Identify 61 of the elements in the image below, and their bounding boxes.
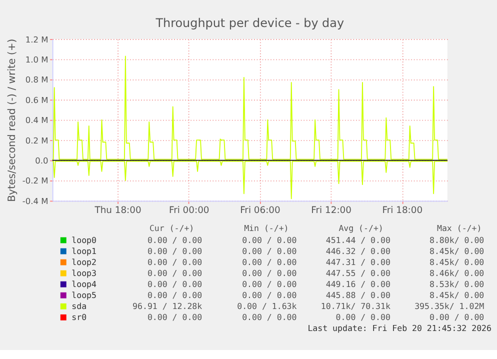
text: 445.88 / 0.00 [326,290,390,300]
text: 0.00 / 0.00 [242,312,297,322]
y-tick-label: 0.0 [35,156,48,166]
text: 8.80k/ 0.00 [430,234,484,245]
x-tick-label: Fri 00:00 [168,205,210,216]
text: 447.31 / 0.00 [326,257,390,268]
text: 0.00 / 0.00 [147,279,202,290]
text: Min (-/+) [244,223,289,234]
text: 8.45k/ 0.00 [430,290,484,300]
text: 395.35k/ 1.02M [414,301,484,312]
text: 0.00 / 0.00 [242,234,297,245]
y-tick-label: 0.4 M [25,115,48,126]
text: 8.45k/ 0.00 [430,246,484,256]
text: Cur (-/+) [149,223,194,234]
text: 0.00 / 0.00 [242,257,297,268]
y-tick-label: 1.0 M [25,54,48,64]
text: 0.00 / 0.00 [242,279,297,290]
x-tick-label: Fri 06:00 [240,205,281,216]
text: 0.00 / 0.00 [336,312,390,322]
text: Avg (-/+) [338,223,384,234]
y-tick-label: -0.4 M [22,196,48,206]
text: 0.00 / 0.00 [242,268,297,278]
text: 0.00 / 0.00 [147,257,202,268]
text: 446.32 / 0.00 [326,246,390,256]
text: 96.91 / 12.28k [132,301,202,312]
text: Last update: Fri Feb 20 21:45:32 2026 [308,323,492,334]
legend-label: loop2 [72,257,97,268]
text: 0.00 / 0.00 [147,234,202,245]
text: 451.44 / 0.00 [326,234,390,245]
legend-label: loop4 [72,279,97,290]
y-tick-label: -0.2 M [22,176,48,186]
text: 0.00 / 0.00 [147,290,202,300]
y-axis-title: Bytes/second read (-) / write (+) [6,38,18,202]
text: 0.00 / 0.00 [430,312,484,322]
text: Max (-/+) [436,223,482,234]
x-tick-label: Thu 18:00 [94,205,142,216]
y-tick-label: 0.2 M [25,135,48,146]
chart-title: Throughput per device - by day [154,16,344,30]
text: 0.00 / 0.00 [242,246,297,256]
text: 0.00 / 0.00 [242,290,297,300]
y-tick-label: 1.2 M [25,34,48,44]
x-tick-label: Fri 18:00 [382,205,423,216]
legend-label: sda [72,301,87,312]
y-tick-label: 0.6 M [25,94,48,105]
text: 8.45k/ 0.00 [430,257,484,268]
text: 449.16 / 0.00 [326,279,390,290]
text: 0.00 / 1.63k [237,301,297,312]
text: 0.00 / 0.00 [147,312,202,322]
legend-label: loop1 [72,246,97,256]
legend-label: sr0 [72,312,87,322]
legend-label: loop5 [72,290,97,300]
legend-label: loop3 [72,268,97,278]
text: 8.46k/ 0.00 [430,268,484,278]
text: 8.53k/ 0.00 [430,279,484,290]
text: 10.71k/ 70.31k [320,301,390,312]
x-tick-label: Fri 12:00 [311,205,352,216]
text: 0.00 / 0.00 [147,268,202,278]
legend-label: loop0 [72,234,97,245]
text: 447.55 / 0.00 [326,268,390,278]
text: 0.00 / 0.00 [147,246,202,256]
y-tick-label: 0.8 M [25,74,48,85]
